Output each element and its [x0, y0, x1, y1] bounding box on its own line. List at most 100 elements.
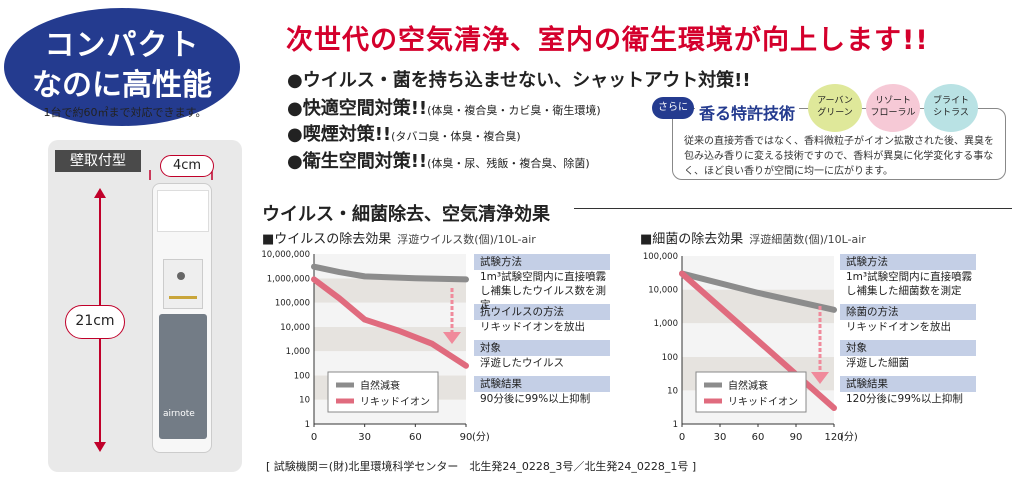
y-tick-label: 1,000	[654, 319, 678, 329]
legend-label: 自然減衰	[360, 379, 400, 392]
x-tick-label: 90	[460, 432, 473, 443]
x-tick-label: 30	[358, 432, 371, 443]
feature-main: ●衛生空間対策!!	[287, 151, 428, 172]
y-tick-label: 10	[667, 386, 678, 396]
chart-title: ■細菌の除去効果	[640, 232, 744, 247]
legend-label: 自然減衰	[728, 379, 768, 392]
section-title: ウイルス・細菌除去、空気清浄効果	[262, 204, 550, 225]
chart-band	[314, 302, 466, 327]
feature-detail: (体臭・複合臭・カビ臭・衛生環境)	[427, 104, 601, 117]
info-text: 1m³試験空間内に直接噴霧し補集したウイルス数を測定	[480, 271, 607, 311]
patent-prefix-badge: さらに	[652, 97, 694, 119]
info-text: 浮遊した細菌	[846, 357, 909, 369]
x-tick-label: 30	[714, 432, 727, 443]
patent-description: 従来の直接芳香ではなく、香料微粒子がイオン拡散された後、異臭を包み込み香りに変え…	[684, 136, 994, 177]
feature-item: ●ウイルス・菌を持ち込ませない、シャットアウト対策!!	[287, 66, 751, 92]
scent-name: ブライト シトラス	[932, 96, 969, 118]
info-label: 対象	[474, 340, 610, 356]
page-title: 次世代の空気清浄、室内の衛生環境が向上します!!	[286, 25, 929, 56]
feature-main: ●快適空間対策!!	[287, 98, 428, 119]
x-tick-label: 0	[679, 432, 685, 443]
chart-heading-bacteria: ■細菌の除去効果 浮遊細菌数(個)/10L-air	[640, 228, 866, 247]
chart-subtitle: 浮遊ウイルス数(個)/10L-air	[397, 233, 536, 246]
virus-chart: 1 10 100 1,000 10,000 100,000 1,000,000 10,000,…	[261, 250, 490, 443]
info-text: 120分後に99%以上抑制	[846, 393, 963, 405]
device-body-panel	[159, 314, 207, 439]
legend-box	[695, 371, 807, 413]
feature-detail: (体臭・尿、残飯・複合臭、除菌)	[427, 157, 590, 170]
y-tick-label: 1,000,000	[267, 274, 310, 284]
info-label: 対象	[840, 340, 976, 356]
info-label: 除菌の方法	[840, 304, 976, 320]
info-text: 1m³試験空間内に直接噴霧し補集した細菌数を測定	[846, 271, 973, 297]
info-text: リキッドイオンを放出	[846, 321, 951, 333]
x-tick-label: 60	[409, 432, 422, 443]
series-liquid-ion-line	[679, 270, 837, 411]
bacteria-info-column: 試験方法 1m³試験空間内に直接噴霧し補集した細菌数を測定 除菌の方法 リキッド…	[840, 254, 976, 412]
scent-badge-resort-floral: リゾート フローラル	[866, 84, 920, 132]
patent-title: 香る特許技術	[695, 100, 800, 124]
device-brand: airnote	[163, 409, 195, 419]
y-tick-label: 10,000	[648, 286, 678, 296]
y-tick-label: 100	[294, 371, 310, 381]
device-image: airnote	[152, 183, 212, 453]
footnote: [ 試験機関＝(財)北里環境科学センター 北生発24_0228_3号／北生発24…	[266, 460, 697, 473]
headline-badge: コンパクト なのに高性能	[4, 8, 240, 126]
height-arrow-up-icon	[94, 188, 106, 198]
y-tick-label: 1	[305, 420, 310, 430]
height-arrow-down-icon	[94, 442, 106, 452]
y-tick-label: 10,000,000	[261, 250, 310, 260]
scent-name: リゾート フローラル	[870, 96, 916, 118]
chart-subtitle: 浮遊細菌数(個)/10L-air	[749, 233, 866, 246]
badge-line-2: なのに高性能	[32, 68, 212, 103]
y-tick-label: 10	[299, 396, 310, 406]
section-divider	[574, 208, 1012, 209]
chart-heading-virus: ■ウイルスの除去効果 浮遊ウイルス数(個)/10L-air	[262, 228, 536, 247]
chart-title: ■ウイルスの除去効果	[262, 232, 392, 247]
y-tick-label: 100	[662, 353, 678, 363]
scent-badge-urban-green: アーバン グリーン	[808, 84, 862, 132]
info-label: 試験方法	[474, 254, 610, 270]
mount-type-label: 壁取付型	[55, 150, 141, 172]
badge-subtitle: 1台で約60㎡まで対応できます。	[43, 106, 207, 119]
height-label: 21cm	[65, 305, 125, 339]
bacteria-chart: 1 10 100 1,000 10,000 100,000 0 30 60 90 120(分) 自然減…	[643, 252, 858, 443]
device-sensor	[163, 259, 203, 309]
info-text: リキッドイオンを放出	[480, 321, 585, 333]
y-tick-label: 1	[673, 420, 678, 430]
info-label: 抗ウイルスの方法	[474, 304, 610, 320]
legend-label: リキッドイオン	[728, 396, 798, 408]
legend-box	[327, 371, 439, 413]
device-sensor-dot-icon	[177, 272, 185, 280]
chart-band	[314, 351, 466, 376]
reduction-arrow-icon	[811, 372, 829, 384]
feature-item: ●快適空間対策!!(体臭・複合臭・カビ臭・衛生環境)	[287, 94, 601, 120]
x-axis-unit: (分)	[472, 431, 490, 443]
device-indicator-lights	[169, 296, 197, 299]
x-tick-label: 120	[824, 432, 843, 443]
x-tick-label: 90	[790, 432, 803, 443]
feature-detail: (タバコ臭・体臭・複合臭)	[391, 130, 521, 143]
feature-main: ●喫煙対策!!	[287, 124, 392, 145]
feature-item: ●喫煙対策!!(タバコ臭・体臭・複合臭)	[287, 120, 521, 146]
info-label: 試験結果	[840, 376, 976, 392]
series-liquid-ion-line	[311, 276, 469, 369]
scent-badge-bright-citrus: ブライト シトラス	[924, 84, 978, 132]
y-tick-label: 100,000	[275, 299, 310, 309]
info-text: 浮遊したウイルス	[480, 357, 564, 369]
device-top	[157, 190, 209, 232]
scent-name: アーバン グリーン	[817, 96, 853, 118]
width-label: 4cm	[160, 155, 214, 177]
virus-info-column: 試験方法 1m³試験空間内に直接噴霧し補集したウイルス数を測定 抗ウイルスの方法…	[474, 254, 610, 412]
x-tick-label: 0	[311, 432, 317, 443]
info-label: 試験方法	[840, 254, 976, 270]
y-tick-label: 10,000	[280, 323, 310, 333]
chart-band	[682, 256, 834, 290]
series-natural-decay-line	[311, 263, 469, 283]
y-tick-label: 100,000	[643, 252, 678, 262]
badge-line-1: コンパクト	[44, 28, 200, 63]
x-axis-unit: (分)	[840, 431, 858, 443]
info-text: 90分後に99%以上抑制	[480, 393, 591, 405]
feature-main: ●ウイルス・菌を持ち込ませない、シャットアウト対策!!	[287, 70, 751, 91]
feature-item: ●衛生空間対策!!(体臭・尿、残飯・複合臭、除菌)	[287, 147, 590, 173]
